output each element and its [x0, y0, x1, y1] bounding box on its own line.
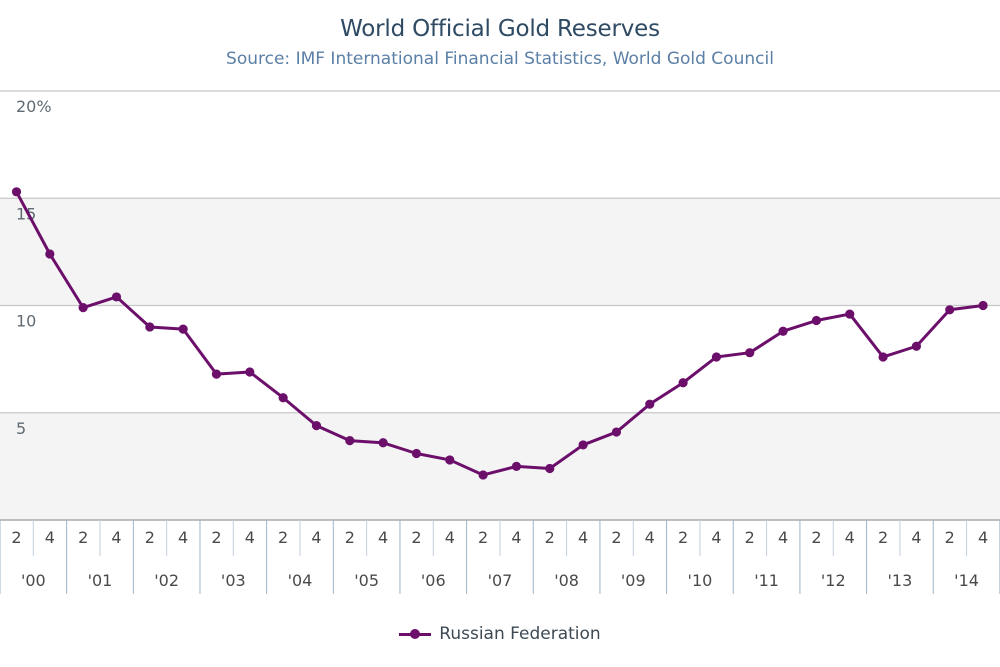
data-point [245, 367, 255, 377]
data-point [211, 369, 222, 379]
x-axis: 2 4 2 4 2 4 2 4 2 4 2 4 2 4 2 4 2 4 2 4 2 4 2 4 2 4 2 4 2 4 '00 '01 '02 '… [0, 519, 1000, 595]
x-year-label: '12 [821, 571, 846, 590]
x-quarter-label: 2 [745, 528, 755, 547]
x-year-label: '10 [688, 571, 713, 590]
gridlines [0, 90, 1000, 414]
data-point [445, 455, 455, 465]
x-quarter-label: 4 [845, 528, 855, 547]
series-russian-federation [11, 187, 988, 480]
data-point [278, 393, 288, 403]
data-point [511, 461, 522, 471]
data-point [378, 438, 388, 448]
x-quarter-label: 2 [611, 528, 621, 547]
x-year-label: '02 [154, 571, 179, 590]
data-point [878, 352, 888, 362]
x-quarter-label: 2 [278, 528, 288, 547]
data-point [11, 187, 22, 197]
x-year-label: '07 [488, 571, 513, 590]
data-point [411, 448, 422, 459]
data-point [945, 305, 955, 315]
x-year-label: '09 [621, 571, 646, 590]
x-quarter-label: 2 [678, 528, 688, 547]
legend-marker-icon [399, 627, 432, 641]
x-year-label: '13 [888, 571, 913, 590]
x-quarter-label: 4 [711, 528, 721, 547]
data-point [178, 324, 188, 334]
x-quarter-label: 4 [578, 528, 588, 547]
x-quarter-label: 2 [145, 528, 155, 547]
x-quarter-label: 2 [811, 528, 821, 547]
y-tick-label: 5 [16, 419, 26, 438]
data-point [745, 348, 755, 358]
data-point [78, 303, 88, 313]
x-quarter-label: 2 [345, 528, 355, 547]
x-year-label: '05 [354, 571, 379, 590]
x-quarter-label: 4 [311, 528, 321, 547]
plot-band [0, 412, 1000, 520]
data-point [111, 292, 122, 302]
plot-band [0, 198, 1000, 306]
data-point [678, 378, 688, 388]
x-quarter-label: 2 [11, 528, 21, 547]
x-quarter-label: 4 [445, 528, 455, 547]
data-point [711, 352, 722, 362]
data-point [145, 322, 155, 332]
legend: Russian Federation [0, 624, 1000, 644]
y-tick-label: 20% [16, 97, 52, 116]
plot-bands [0, 198, 1000, 520]
data-point [545, 463, 555, 474]
x-quarter-label: 4 [511, 528, 521, 547]
data-point [845, 309, 855, 319]
x-quarter-label: 4 [178, 528, 188, 547]
x-quarter-label: 2 [545, 528, 555, 547]
x-quarter-label: 4 [978, 528, 988, 547]
x-quarter-label: 2 [945, 528, 955, 547]
x-quarter-label: 4 [45, 528, 55, 547]
x-year-label: '11 [754, 571, 779, 590]
x-quarter-label: 2 [878, 528, 888, 547]
data-point [611, 427, 622, 437]
x-quarter-label: 2 [78, 528, 88, 547]
data-point [645, 399, 655, 409]
x-quarter-label: 2 [478, 528, 488, 547]
legend-label: Russian Federation [439, 624, 601, 644]
x-year-label: '04 [288, 571, 313, 590]
chart-subtitle: Source: IMF International Financial Stat… [226, 49, 774, 69]
x-quarter-label: 4 [645, 528, 655, 547]
x-year-label: '03 [221, 571, 246, 590]
x-quarter-label: 4 [111, 528, 121, 547]
x-quarter-label: 4 [378, 528, 388, 547]
x-year-label: '08 [554, 571, 579, 590]
x-year-label: '06 [421, 571, 446, 590]
x-quarter-label: 2 [211, 528, 221, 547]
x-quarter-label: 4 [245, 528, 255, 547]
x-year-label: '00 [21, 571, 46, 590]
data-point [45, 249, 55, 259]
data-point [978, 300, 988, 311]
y-tick-label: 10 [16, 312, 36, 331]
data-point [311, 421, 322, 431]
data-point [811, 315, 822, 326]
x-year-label: '14 [954, 571, 979, 590]
data-point [578, 440, 588, 450]
series-line [15, 191, 984, 477]
data-point [778, 326, 788, 336]
data-point [911, 341, 922, 351]
data-point [345, 436, 355, 446]
x-quarter-label: 2 [411, 528, 421, 547]
data-point [478, 470, 488, 480]
chart-title: World Official Gold Reserves [340, 16, 660, 42]
x-quarter-label: 4 [911, 528, 921, 547]
x-year-label: '01 [88, 571, 113, 590]
x-quarter-label: 4 [778, 528, 788, 547]
